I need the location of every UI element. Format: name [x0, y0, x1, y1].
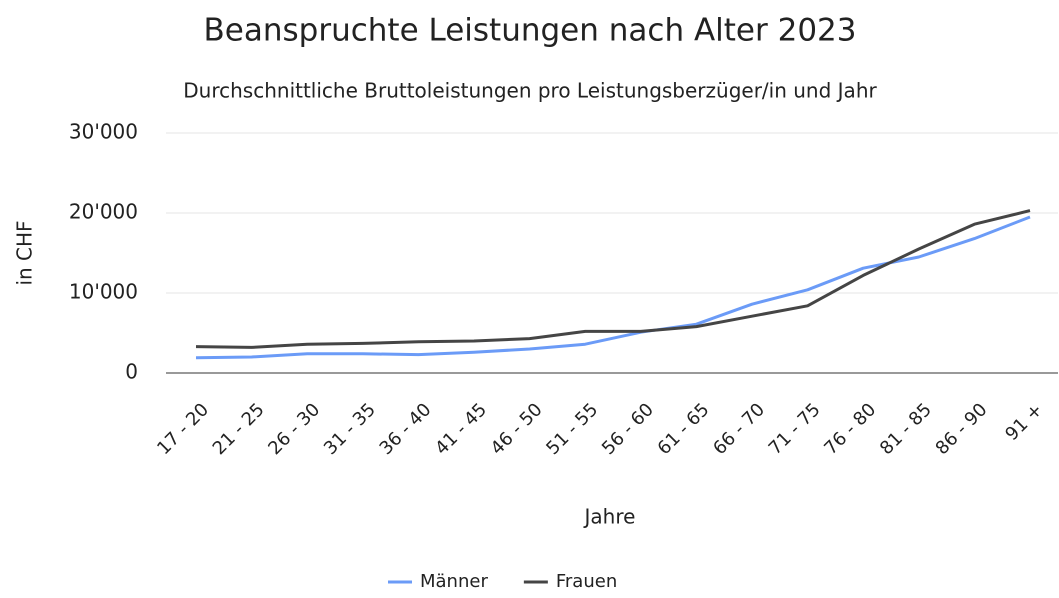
- x-tick-label: 51 - 55: [542, 399, 602, 459]
- x-axis-label: Jahre: [583, 505, 636, 529]
- y-tick-label: 30'000: [69, 120, 138, 144]
- x-tick-label: 21 - 25: [209, 399, 269, 459]
- x-tick-label: 81 - 85: [876, 399, 936, 459]
- x-tick-label: 26 - 30: [264, 399, 324, 459]
- series-line: [195, 215, 1031, 360]
- y-tick-label: 10'000: [69, 280, 138, 304]
- x-tick-label: 76 - 80: [820, 399, 880, 459]
- series-line: [195, 209, 1031, 349]
- legend-label: Männer: [420, 571, 488, 592]
- chart-subtitle: Durchschnittliche Bruttoleistungen pro L…: [183, 79, 877, 103]
- x-tick-label: 41 - 45: [431, 399, 491, 459]
- x-tick-label: 91 +: [1001, 399, 1047, 445]
- x-tick-label: 17 - 20: [153, 399, 213, 459]
- x-tick-label: 56 - 60: [598, 399, 658, 459]
- legend-label: Frauen: [556, 571, 617, 592]
- x-tick-label: 86 - 90: [932, 399, 992, 459]
- y-axis-label: in CHF: [13, 220, 37, 285]
- x-tick-label: 31 - 35: [320, 399, 380, 459]
- chart-title: Beanspruchte Leistungen nach Alter 2023: [204, 13, 857, 49]
- x-tick-label: 71 - 75: [765, 399, 825, 459]
- x-tick-label: 66 - 70: [709, 399, 769, 459]
- x-tick-label: 61 - 65: [654, 399, 714, 459]
- x-tick-label: 36 - 40: [376, 399, 436, 459]
- x-tick-label: 46 - 50: [487, 399, 547, 459]
- y-tick-label: 20'000: [69, 200, 138, 224]
- y-tick-label: 0: [125, 360, 138, 384]
